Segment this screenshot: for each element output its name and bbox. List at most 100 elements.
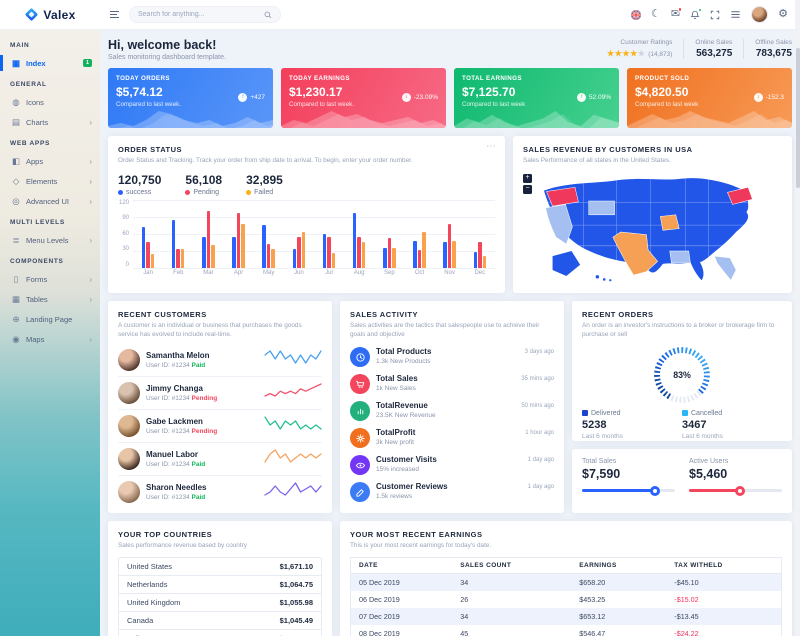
activity-info: Customer Reviews 1.5k reviews [376,482,448,500]
card-menu-icon[interactable]: ⋯ [486,141,496,152]
customer-row-gabe-lackmen[interactable]: Gabe Lackmen User ID: #1234 Pending [118,408,322,442]
delivered-swatch [582,410,588,417]
customer-status: Paid [191,460,206,468]
customer-row-manuel-labor[interactable]: Manuel Labor User ID: #1234 Paid [118,441,322,475]
x-axis-labels: Jan Feb Mar Apr May Jun Jul Aug Sep Oct Nov Dec [133,270,495,276]
recent-earnings-subtitle: This is your most recent earnings for to… [350,542,492,549]
sidebar-item-apps[interactable]: ◧ Apps › [0,151,100,171]
language-flag-icon[interactable] [631,9,642,20]
stat-card-total-earnings[interactable]: TOTAL EARNINGS $7,125.70 Compared to last … [454,68,619,128]
earnings-row: 07 Dec 2019 34 $653.12 -$13.45 [350,607,782,625]
settings-gear-icon[interactable]: ⚙ [778,8,788,20]
active-users-knob[interactable] [735,485,746,496]
sidebar-item-elements[interactable]: ◇ Elements › [0,171,100,191]
sidebar-item-landing-page[interactable]: ⊕ Landing Page [0,309,100,329]
legend-label: Pending [193,188,220,196]
cell-earnings: $658.20 [571,573,667,591]
x-tick: Jan [143,269,153,276]
messages-icon[interactable]: ✉ [670,7,683,20]
bar-group-sep [383,200,396,268]
fullscreen-icon[interactable] [710,10,720,20]
advanced-ui-icon: ◎ [12,195,20,206]
bar-pending [447,223,452,268]
stat-card-label: TODAY ORDERS [116,75,170,82]
customer-row-jimmy-changa[interactable]: Jimmy Changa User ID: #1234 Pending [118,375,322,409]
activity-row-total-products[interactable]: Total Products 1.3k New Products 3 days ag… [350,344,554,371]
scrollbar-thumb[interactable] [795,48,800,188]
order-status-stat-pending: 56,108 Pending [185,173,222,196]
clock-icon [350,347,370,368]
customer-row-samantha-melon[interactable]: Samantha Melon User ID: #1234 Paid [118,344,322,376]
activity-title: Customer Visits [376,455,437,465]
user-avatar[interactable] [751,6,769,23]
map-state-hawaii-3 [609,279,612,282]
sidebar-item-menu-levels[interactable]: ≣ Menu Levels › [0,230,100,250]
sales-summary-card: Total Sales $7,590 Active Users $5,460 [572,449,792,513]
sidebar-item-index[interactable]: ▦ Index 1 [0,53,100,73]
menu-toggle-icon[interactable] [110,10,119,19]
stat-card-value: $7,125.70 [462,85,516,99]
country-row-netherlands: Netherlands $1,064.75 [119,574,321,593]
customer-avatar [118,348,140,371]
search-icon[interactable] [264,11,272,19]
sidebar-item-icons[interactable]: ◍ Icons [0,92,100,112]
search-input[interactable] [138,11,260,18]
map-state-alaska [552,250,581,276]
country-name: United States [127,561,173,571]
top-countries-subtitle: Sales performance revenue based by count… [118,542,247,549]
order-status-stat-legend: Failed [246,189,283,196]
sidebar-item-forms[interactable]: ▯ Forms › [0,269,100,289]
customer-sparkline [264,481,322,502]
dark-mode-moon-icon[interactable]: ☾ [651,8,661,20]
sidebar-item-label: Charts [26,117,49,127]
active-users-track[interactable] [689,485,782,496]
activity-row-totalrevenue[interactable]: TotalRevenue 23.5K New Revenue 50 mins ago [350,398,554,425]
activity-sub: 3k New profit [376,439,414,447]
brand-logo[interactable]: Valex [0,0,100,30]
sidebar-item-maps[interactable]: ◉ Maps › [0,329,100,349]
total-sales-track[interactable] [582,485,675,496]
table-header-tax-witheld: TAX WITHELD [666,557,782,574]
activity-title: TotalRevenue [376,401,428,411]
map-zoom-out-button[interactable]: − [523,184,532,194]
page-scrollbar[interactable] [795,0,800,636]
total-sales-knob[interactable] [649,485,660,496]
customer-avatar [118,480,140,503]
sidebar-item-tables[interactable]: ▦ Tables › [0,289,100,309]
stat-card-today-orders[interactable]: TODAY ORDERS $5,74.12 Compared to last wee… [108,68,273,128]
delivered-label: Delivered [591,409,621,417]
icons-icon: ◍ [12,96,20,107]
activity-row-totalprofit[interactable]: TotalProfit 3k New profit 1 hour ago [350,425,554,452]
notifications-bell-icon[interactable] [690,7,703,20]
recent-orders-card: RECENT ORDERS An order is an investor's … [572,301,792,441]
activity-row-total-sales[interactable]: Total Sales 1k New Sales 35 mins ago [350,371,554,398]
stat-card-today-earnings[interactable]: TODAY EARNINGS $1,230.17 Compared to last … [281,68,446,128]
apps-icon: ◧ [11,155,21,166]
customer-id: User ID: #1234 Paid [146,460,206,468]
sales-activity-title: SALES ACTIVITY [350,310,418,319]
map-zoom-in-button[interactable]: + [523,173,532,183]
sidebar-collapse-icon[interactable] [730,9,741,20]
usa-choropleth-map: + − [523,170,782,287]
x-tick: Aug [353,269,365,276]
activity-info: Customer Visits 15% increased [376,455,437,473]
customer-row-sharon-needles[interactable]: Sharon Needles User ID: #1234 Paid [118,474,322,508]
activity-row-customer-visits[interactable]: Customer Visits 15% increased 1 day ago [350,452,554,479]
stat-card-delta-value: 52.09% [588,94,611,101]
customer-id: User ID: #1234 Pending [146,427,218,435]
sidebar-item-label: Maps [26,334,45,344]
activity-row-customer-reviews[interactable]: Customer Reviews 1.5k reviews 1 day ago [350,479,554,506]
order-status-stat-value: 56,108 [185,172,223,187]
activity-title: Total Sales [376,374,418,384]
kpi-cards: TODAY ORDERS $5,74.12 Compared to last wee… [108,68,792,128]
chevron-right-icon: › [89,176,92,186]
stat-card-product-sold[interactable]: PRODUCT SOLD $4,820.50 Compared to last we… [627,68,792,128]
map-state-wyoming [588,200,615,216]
stat-card-sparkline [108,108,273,128]
sidebar-item-charts[interactable]: ▤ Charts › [0,112,100,132]
y-tick: 120 [118,199,129,206]
chevron-right-icon: › [89,117,92,127]
bar-success [292,248,297,268]
sidebar-item-advanced-ui[interactable]: ◎ Advanced UI › [0,191,100,211]
online-sales-value: 563,275 [696,48,733,59]
